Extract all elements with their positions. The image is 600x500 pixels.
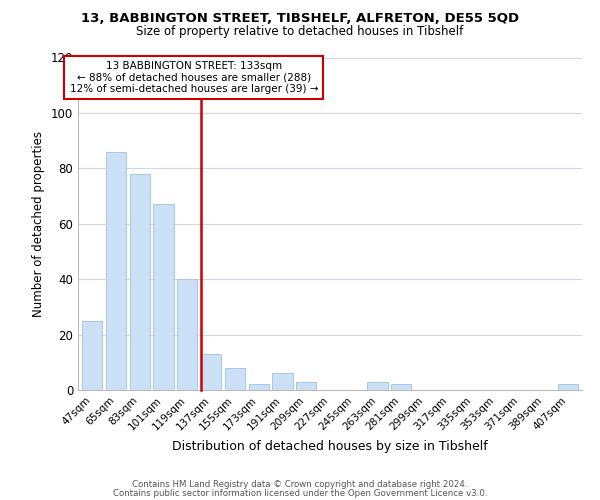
Bar — [106, 152, 126, 390]
Bar — [154, 204, 173, 390]
Bar — [391, 384, 412, 390]
Bar — [177, 279, 197, 390]
Bar — [225, 368, 245, 390]
Text: Contains public sector information licensed under the Open Government Licence v3: Contains public sector information licen… — [113, 489, 487, 498]
Bar — [272, 374, 293, 390]
Bar — [201, 354, 221, 390]
Bar — [248, 384, 269, 390]
Bar — [296, 382, 316, 390]
Text: Size of property relative to detached houses in Tibshelf: Size of property relative to detached ho… — [136, 25, 464, 38]
Text: 13, BABBINGTON STREET, TIBSHELF, ALFRETON, DE55 5QD: 13, BABBINGTON STREET, TIBSHELF, ALFRETO… — [81, 12, 519, 26]
Y-axis label: Number of detached properties: Number of detached properties — [32, 130, 45, 317]
Bar — [130, 174, 150, 390]
Text: 13 BABBINGTON STREET: 133sqm
← 88% of detached houses are smaller (288)
12% of s: 13 BABBINGTON STREET: 133sqm ← 88% of de… — [70, 61, 318, 94]
Bar — [557, 384, 578, 390]
Bar — [82, 320, 103, 390]
Text: Contains HM Land Registry data © Crown copyright and database right 2024.: Contains HM Land Registry data © Crown c… — [132, 480, 468, 489]
X-axis label: Distribution of detached houses by size in Tibshelf: Distribution of detached houses by size … — [172, 440, 488, 453]
Bar — [367, 382, 388, 390]
